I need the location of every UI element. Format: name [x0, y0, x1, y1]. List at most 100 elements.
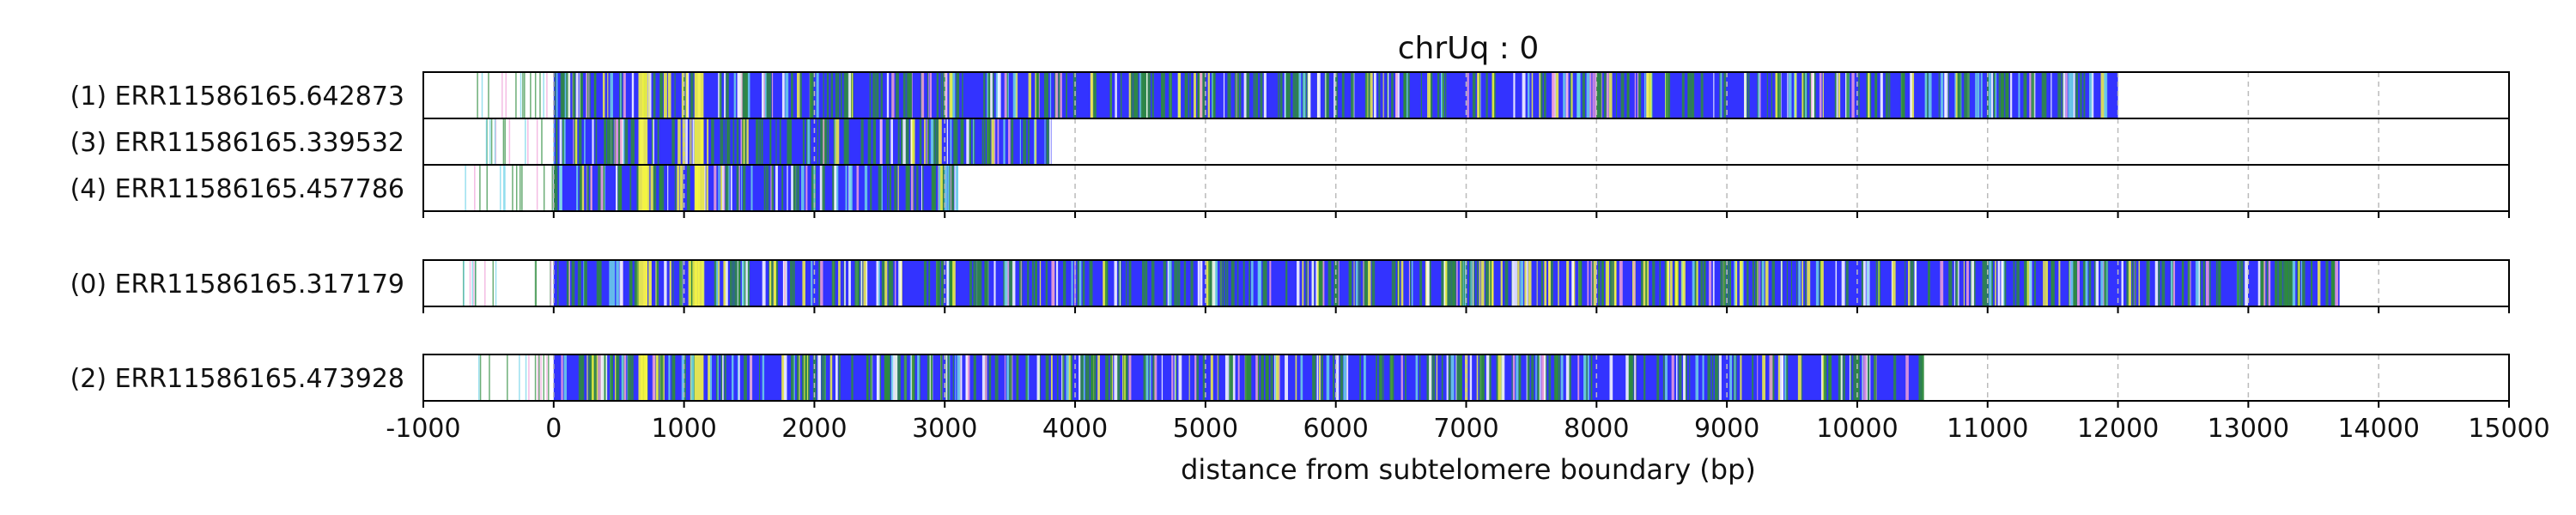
stripe — [1089, 260, 1093, 306]
stripe — [519, 165, 521, 211]
stripe — [797, 72, 800, 118]
stripe — [1953, 260, 1955, 306]
stripe — [1784, 354, 1787, 401]
stripe — [997, 118, 999, 165]
stripe — [1720, 260, 1723, 306]
stripe — [629, 165, 632, 211]
stripe — [1477, 72, 1480, 118]
stripe — [1910, 260, 1914, 306]
stripe — [623, 72, 626, 118]
stripe — [580, 72, 583, 118]
stripe — [1078, 260, 1082, 306]
stripe — [848, 72, 851, 118]
stripe — [1145, 260, 1148, 306]
stripe — [726, 72, 728, 118]
stripe — [2285, 260, 2288, 306]
stripe — [1440, 72, 1443, 118]
stripe — [1456, 354, 1460, 401]
stripe — [1752, 354, 1754, 401]
x-axis-label: distance from subtelomere boundary (bp) — [1181, 453, 1756, 486]
stripe — [806, 354, 809, 401]
stripe — [1245, 354, 1248, 401]
stripe — [738, 72, 742, 118]
stripe — [1712, 260, 1715, 306]
stripe — [805, 118, 808, 165]
stripe — [1643, 354, 1646, 401]
stripe — [1373, 72, 1376, 118]
stripe — [2041, 72, 2045, 118]
read-track: (4) ERR11586165.457786 — [70, 164, 2510, 212]
stripe — [592, 118, 594, 165]
stripe — [647, 72, 649, 118]
stripe — [911, 118, 913, 165]
chart-title: chrUq : 0 — [1398, 31, 1540, 66]
stripe — [1086, 354, 1090, 401]
stripe — [967, 354, 970, 401]
stripe — [1596, 72, 1599, 118]
stripe — [1964, 72, 1968, 118]
stripe — [1279, 72, 1283, 118]
stripe — [1441, 260, 1444, 306]
stripe — [2154, 260, 2159, 306]
stripe — [1989, 260, 1992, 306]
stripe — [1437, 72, 1440, 118]
stripe — [832, 165, 835, 211]
stripe — [1070, 354, 1072, 401]
stripe — [1769, 354, 1773, 401]
stripe — [981, 354, 986, 401]
stripe — [878, 165, 882, 211]
stripe — [1902, 72, 1905, 118]
stripe — [1757, 354, 1759, 401]
stripe — [1599, 72, 1602, 118]
stripe — [1128, 72, 1132, 118]
stripe — [649, 72, 652, 118]
stripe — [1571, 260, 1575, 306]
stripe — [1446, 354, 1449, 401]
stripe — [720, 118, 724, 165]
stripe — [891, 72, 895, 118]
stripe — [1479, 260, 1481, 306]
stripe — [2026, 260, 2029, 306]
stripe — [1590, 260, 1593, 306]
stripe — [725, 165, 729, 211]
stripe — [1586, 72, 1590, 118]
stripe — [512, 165, 513, 211]
stripe — [616, 354, 618, 401]
stripe — [1393, 260, 1396, 306]
stripe — [966, 118, 970, 165]
stripe — [1448, 260, 1452, 306]
stripe — [1729, 260, 1731, 306]
stripe — [1368, 72, 1370, 118]
stripe — [1169, 260, 1172, 306]
stripe — [1364, 72, 1368, 118]
stripe — [991, 118, 994, 165]
stripe — [810, 118, 811, 165]
stripe — [1442, 72, 1445, 118]
stripe — [1947, 72, 1949, 118]
read-label: (2) ERR11586165.473928 — [70, 364, 404, 394]
stripe — [485, 118, 488, 165]
stripe — [771, 72, 774, 118]
stripe — [611, 260, 616, 306]
stripe — [746, 118, 749, 165]
stripe — [1995, 260, 1996, 306]
stripe — [2013, 260, 2015, 306]
stripe — [797, 165, 799, 211]
stripe — [1866, 354, 1868, 401]
stripe — [1692, 72, 1695, 118]
stripe — [1292, 72, 1296, 118]
stripe — [543, 165, 545, 211]
stripe — [1050, 354, 1053, 401]
stripe — [907, 165, 910, 211]
stripe — [677, 165, 680, 211]
stripe — [586, 72, 589, 118]
stripe — [891, 260, 894, 306]
stripe — [507, 354, 508, 401]
x-tick-label: 9000 — [1694, 414, 1759, 444]
stripe — [1151, 260, 1155, 306]
stripe — [1511, 354, 1513, 401]
stripe — [781, 165, 784, 211]
stripe — [1761, 260, 1765, 306]
stripe — [2287, 260, 2290, 306]
stripe — [2171, 260, 2173, 306]
